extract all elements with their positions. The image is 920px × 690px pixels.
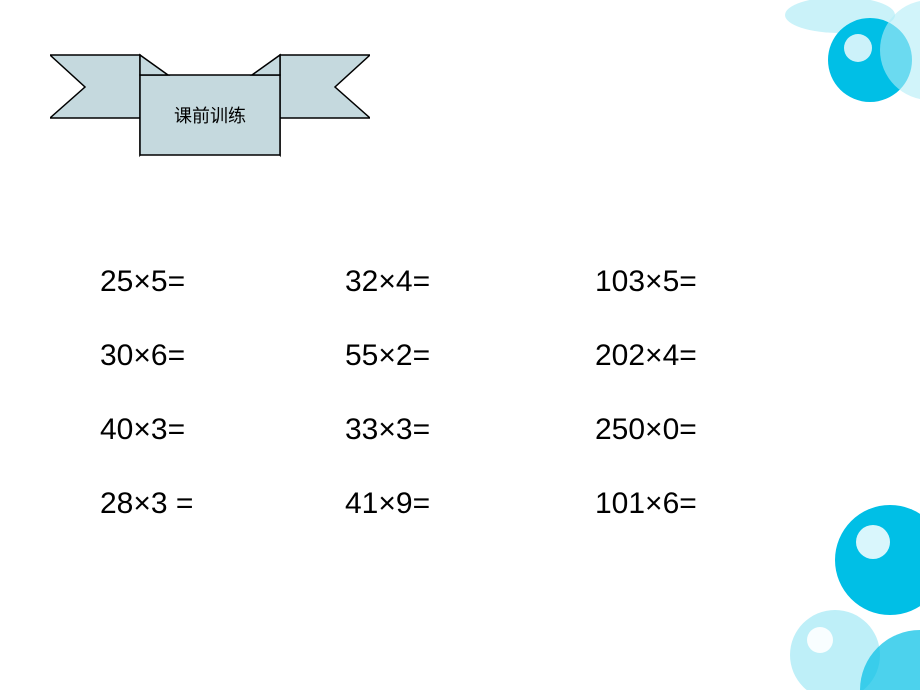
- problem-row: 40×3= 33×3= 250×0=: [100, 413, 820, 447]
- problem-row: 28×3 = 41×9= 101×6=: [100, 487, 820, 521]
- problem-row: 30×6= 55×2= 202×4=: [100, 339, 820, 373]
- problem-cell: 250×0=: [595, 413, 815, 447]
- problem-cell: 202×4=: [595, 339, 815, 373]
- problem-cell: 33×3=: [345, 413, 595, 447]
- problem-cell: 32×4=: [345, 265, 595, 299]
- problem-cell: 25×5=: [100, 265, 345, 299]
- banner-title: 课前训练: [140, 102, 280, 128]
- problem-cell: 55×2=: [345, 339, 595, 373]
- problem-cell: 28×3 =: [100, 487, 345, 521]
- problem-cell: 40×3=: [100, 413, 345, 447]
- problem-cell: 103×5=: [595, 265, 815, 299]
- problem-cell: 101×6=: [595, 487, 815, 521]
- problem-row: 25×5= 32×4= 103×5=: [100, 265, 820, 299]
- problems-grid: 25×5= 32×4= 103×5= 30×6= 55×2= 202×4= 40…: [100, 265, 820, 561]
- banner-ribbon: 课前训练: [50, 50, 370, 180]
- problem-cell: 41×9=: [345, 487, 595, 521]
- problem-cell: 30×6=: [100, 339, 345, 373]
- top-right-decoration: [720, 0, 920, 120]
